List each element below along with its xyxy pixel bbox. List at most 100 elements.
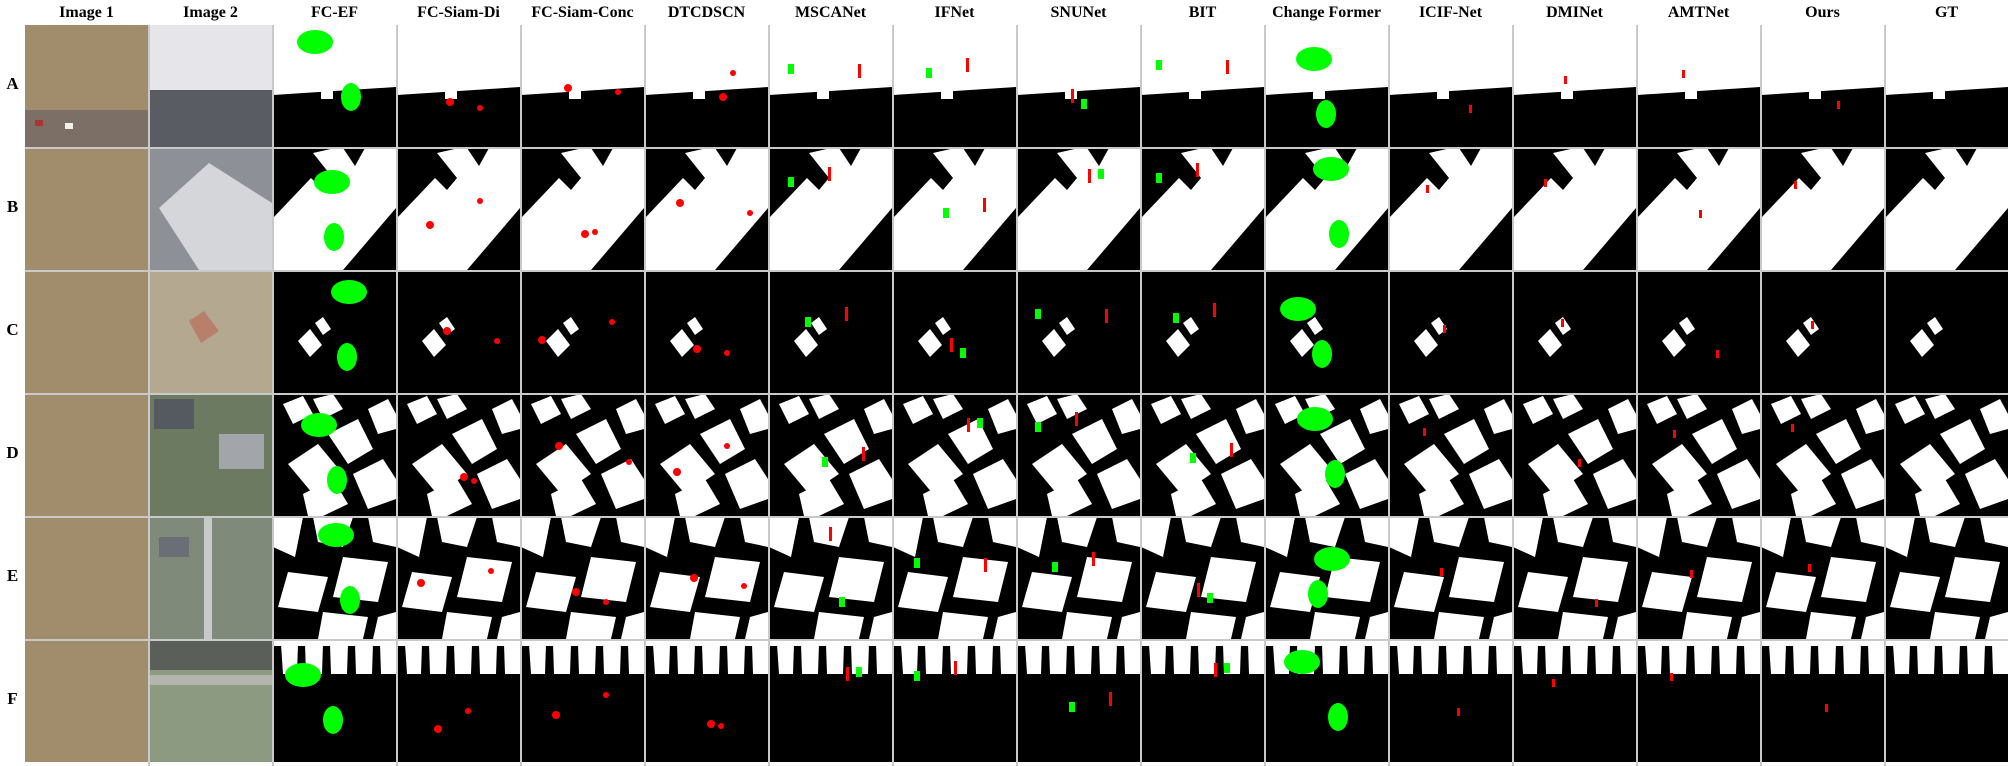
grid-separator [272,25,274,766]
column-header: Ours [1805,4,1840,21]
change-map [521,640,644,762]
change-map [1761,517,1884,639]
change-map [1265,25,1388,147]
column-header: BIT [1188,4,1217,21]
change-map [521,271,644,393]
change-map [1141,271,1264,393]
grid-separator [768,25,770,766]
change-map [1389,148,1512,270]
change-map [1265,517,1388,639]
column-header: Image 2 [183,4,238,21]
column-header: AMTNet [1667,4,1730,21]
change-map [273,640,396,762]
change-map [521,517,644,639]
change-map [1637,148,1760,270]
change-map [273,517,396,639]
grid-separator [25,147,2008,149]
change-map [1637,517,1760,639]
grid-separator [25,393,2008,395]
change-map [645,517,768,639]
change-map [1265,271,1388,393]
input-image [25,517,148,639]
change-map [769,517,892,639]
change-map [1017,271,1140,393]
input-image [149,394,272,516]
change-map [397,517,520,639]
grid-separator [25,270,2008,272]
change-map [397,640,520,762]
grid-separator [148,25,150,766]
change-map [1389,517,1512,639]
change-map [397,394,520,516]
change-map [1389,271,1512,393]
change-map [893,148,1016,270]
change-map [1141,148,1264,270]
change-map [769,394,892,516]
change-map [1141,25,1264,147]
change-map [1141,517,1264,639]
input-image [25,394,148,516]
column-header: ICIF-Net [1418,4,1483,21]
grid-separator [1512,25,1514,766]
row-label: E [6,566,19,585]
change-map [1513,271,1636,393]
ground-truth-map [1885,394,2008,516]
change-map [397,148,520,270]
grid-separator [1140,25,1142,766]
grid-separator [1264,25,1266,766]
grid-separator [25,639,2008,641]
grid-separator [1884,25,1886,766]
change-map [893,25,1016,147]
change-map [1513,394,1636,516]
input-image [149,25,272,147]
change-map [1513,640,1636,762]
input-image [25,148,148,270]
grid-separator [1388,25,1390,766]
change-map [645,271,768,393]
change-map [1389,640,1512,762]
change-map [1513,25,1636,147]
change-map [645,640,768,762]
column-header: Image 1 [59,4,114,21]
row-label: C [6,320,19,339]
change-map [273,271,396,393]
change-map [1017,640,1140,762]
input-image [149,640,272,762]
ground-truth-map [1885,25,2008,147]
grid-separator [1760,25,1762,766]
change-map [893,517,1016,639]
change-map [273,148,396,270]
column-header: SNUNet [1050,4,1107,21]
change-map [521,25,644,147]
change-map [1017,148,1140,270]
change-map [1761,271,1884,393]
row-label: F [7,689,18,708]
column-header: GT [1934,4,1959,21]
change-map [1265,148,1388,270]
change-map [1761,394,1884,516]
input-image [25,271,148,393]
change-map [1141,394,1264,516]
change-map [1017,25,1140,147]
grid-separator [520,25,522,766]
change-map [1513,148,1636,270]
grid-separator [892,25,894,766]
column-header: DMINet [1546,4,1603,21]
change-map [769,271,892,393]
change-map [893,394,1016,516]
input-image [25,25,148,147]
row-label: B [6,197,19,216]
change-map [1389,394,1512,516]
change-map [1761,148,1884,270]
change-map [645,25,768,147]
grid-separator [644,25,646,766]
change-map [1389,25,1512,147]
change-map [273,394,396,516]
change-map [1513,517,1636,639]
change-map [273,25,396,147]
change-map [1017,394,1140,516]
change-map [769,640,892,762]
change-map [645,148,768,270]
change-map [893,640,1016,762]
column-header: Change Former [1272,4,1381,21]
